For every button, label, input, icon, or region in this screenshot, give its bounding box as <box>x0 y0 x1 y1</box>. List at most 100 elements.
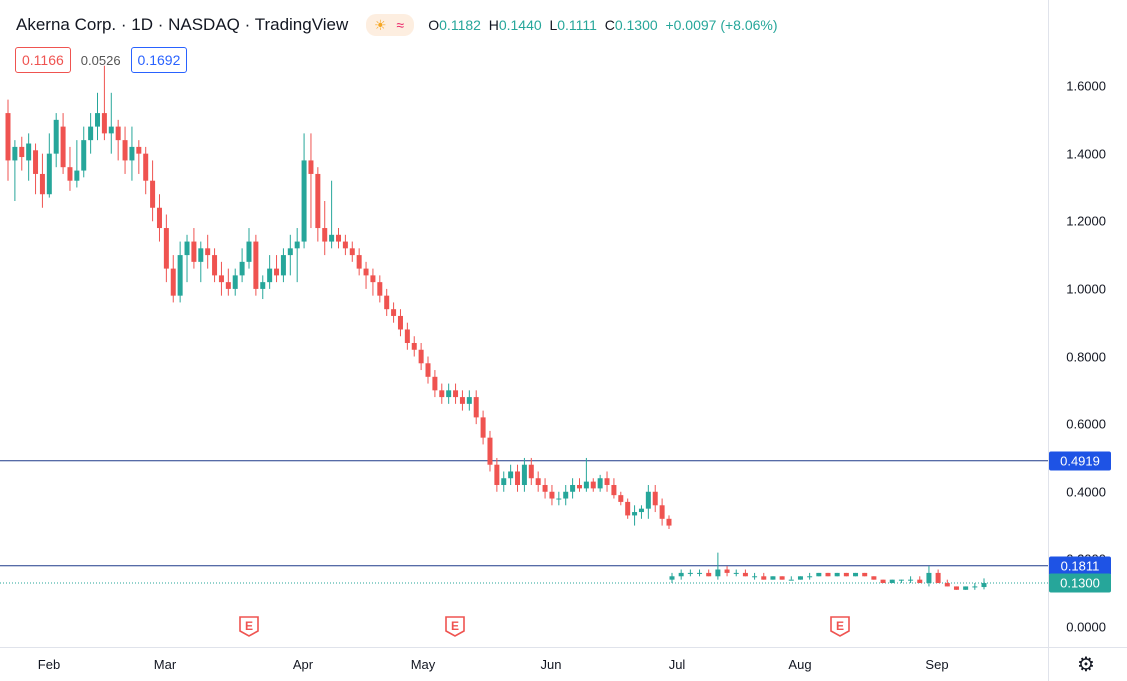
candle[interactable] <box>687 569 693 577</box>
candle[interactable] <box>556 491 562 506</box>
earnings-icon[interactable]: E <box>828 614 852 638</box>
earnings-icon[interactable]: E <box>237 614 261 638</box>
candle[interactable] <box>926 566 932 587</box>
candle[interactable] <box>542 478 548 499</box>
candle[interactable] <box>604 471 610 492</box>
candle[interactable] <box>253 234 259 296</box>
candle[interactable] <box>816 572 822 577</box>
gear-icon[interactable]: ⚙ <box>1077 654 1095 676</box>
candle[interactable] <box>549 484 555 506</box>
candle[interactable] <box>95 92 101 141</box>
candle[interactable] <box>898 579 904 584</box>
candle[interactable] <box>294 228 300 283</box>
candle[interactable] <box>972 583 978 590</box>
candle[interactable] <box>101 65 107 141</box>
candle[interactable] <box>88 113 94 154</box>
candle[interactable] <box>645 484 651 519</box>
candle[interactable] <box>391 302 397 323</box>
candle[interactable] <box>611 478 617 499</box>
candle[interactable] <box>724 566 730 577</box>
candle[interactable] <box>115 119 121 161</box>
candle[interactable] <box>260 275 266 300</box>
candle[interactable] <box>563 484 569 506</box>
candle[interactable] <box>706 569 712 577</box>
candle[interactable] <box>212 248 218 283</box>
candle[interactable] <box>122 126 128 174</box>
status-badges[interactable]: ☀ ≈ <box>366 14 415 36</box>
candle[interactable] <box>501 471 507 492</box>
candle[interactable] <box>315 167 321 242</box>
candle[interactable] <box>432 370 438 398</box>
candle[interactable] <box>871 576 877 580</box>
time-axis[interactable]: Feb Mar Apr May Jun Jul Aug Sep <box>0 647 1048 681</box>
candle[interactable] <box>46 133 52 198</box>
candle[interactable] <box>715 552 721 580</box>
candle[interactable] <box>678 569 684 580</box>
candle[interactable] <box>761 572 767 580</box>
candle[interactable] <box>150 160 156 222</box>
candle[interactable] <box>287 234 293 276</box>
candle[interactable] <box>669 572 675 584</box>
candle[interactable] <box>177 241 183 303</box>
candle[interactable] <box>652 484 658 513</box>
candle[interactable] <box>521 457 527 492</box>
candle[interactable] <box>12 140 18 201</box>
chart-pane[interactable]: Akerna Corp. · 1D · NASDAQ · TradingView… <box>0 0 1048 647</box>
candle[interactable] <box>60 113 66 174</box>
candle[interactable] <box>917 576 923 584</box>
candle[interactable] <box>528 457 534 485</box>
candle[interactable] <box>752 572 758 580</box>
candle[interactable] <box>473 390 479 425</box>
candle[interactable] <box>742 569 748 577</box>
candle[interactable] <box>26 133 32 181</box>
candle[interactable] <box>515 464 521 492</box>
symbol-title[interactable]: Akerna Corp. · 1D · NASDAQ · TradingView <box>16 15 349 34</box>
candle[interactable] <box>108 92 114 154</box>
candle[interactable] <box>797 576 803 580</box>
candle[interactable] <box>39 153 45 208</box>
candle[interactable] <box>494 457 500 492</box>
candle[interactable] <box>156 194 162 242</box>
candle[interactable] <box>170 255 176 303</box>
candle[interactable] <box>487 430 493 472</box>
candle[interactable] <box>143 146 149 195</box>
candle[interactable] <box>733 569 739 577</box>
candle[interactable] <box>508 464 514 485</box>
candle[interactable] <box>33 143 39 195</box>
candle[interactable] <box>889 579 895 584</box>
candle[interactable] <box>411 336 417 357</box>
candle[interactable] <box>322 200 328 256</box>
candle[interactable] <box>363 261 369 289</box>
candle[interactable] <box>908 576 914 584</box>
candle[interactable] <box>583 457 589 492</box>
candle[interactable] <box>19 136 25 171</box>
candle[interactable] <box>225 268 231 296</box>
candle[interactable] <box>336 228 341 249</box>
candle[interactable] <box>935 569 941 584</box>
candle[interactable] <box>834 572 840 577</box>
candle[interactable] <box>625 498 631 519</box>
candle[interactable] <box>981 578 987 590</box>
price-axis[interactable]: USD ⌄ 1.60001.40001.20001.00000.80000.60… <box>1048 0 1127 647</box>
candle[interactable] <box>191 228 197 269</box>
candle[interactable] <box>198 241 204 283</box>
candle[interactable] <box>129 126 135 181</box>
candle[interactable] <box>384 288 390 316</box>
candle[interactable] <box>638 505 644 519</box>
candle[interactable] <box>184 234 190 283</box>
candle[interactable] <box>807 572 813 580</box>
candle[interactable] <box>597 474 603 492</box>
candle[interactable] <box>453 383 459 404</box>
candle[interactable] <box>404 322 410 350</box>
candle[interactable] <box>267 255 273 289</box>
candle[interactable] <box>370 268 376 296</box>
candle[interactable] <box>459 390 465 411</box>
candle[interactable] <box>274 255 280 283</box>
earnings-icon[interactable]: E <box>443 614 467 638</box>
candle[interactable] <box>825 572 831 577</box>
candle[interactable] <box>535 471 541 492</box>
candle[interactable] <box>770 576 776 580</box>
candle[interactable] <box>944 579 950 587</box>
candle[interactable] <box>618 491 624 506</box>
candle[interactable] <box>301 133 307 249</box>
